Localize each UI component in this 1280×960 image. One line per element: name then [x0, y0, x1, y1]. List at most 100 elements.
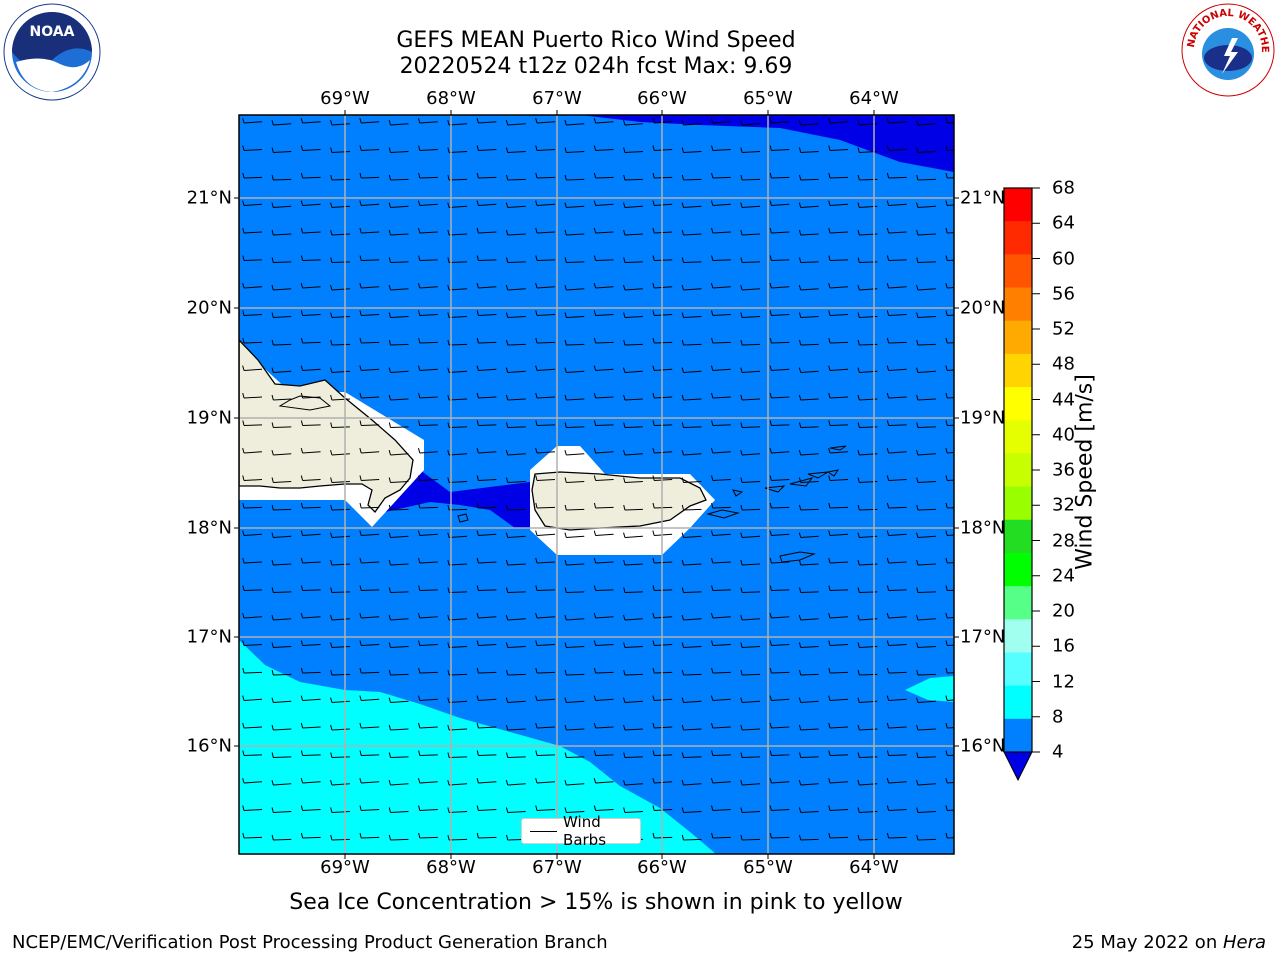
wind-barb — [886, 722, 907, 729]
wind-barb — [945, 667, 954, 674]
wind-barb — [886, 557, 907, 564]
wind-barb — [564, 394, 585, 401]
wind-barb — [945, 255, 954, 261]
wind-barb — [740, 724, 761, 731]
wind-barb — [916, 422, 936, 428]
wind-barb — [828, 310, 849, 316]
wind-barb — [769, 612, 790, 619]
wind-barb — [828, 420, 849, 426]
wind-barb — [740, 669, 761, 676]
wind-barb — [828, 337, 849, 344]
wind-barb — [711, 750, 731, 756]
wind-barb — [300, 282, 321, 289]
wind-barb — [769, 255, 790, 261]
wind-barb — [945, 475, 954, 481]
wind-barb — [593, 557, 614, 564]
wind-barb — [945, 337, 954, 344]
wind-barb — [359, 310, 380, 316]
wind-barb — [886, 447, 907, 454]
wind-barb — [769, 145, 790, 151]
wind-barb — [945, 200, 954, 206]
lat-label-right: 17°N — [960, 626, 1006, 648]
wind-barb — [388, 339, 409, 346]
wind-barb — [242, 365, 262, 371]
wind-barb — [740, 367, 761, 373]
wind-barb — [916, 752, 936, 758]
wind-barb — [505, 807, 526, 813]
wind-barb — [593, 640, 614, 646]
wind-barb — [476, 392, 497, 399]
svg-text:NOAA: NOAA — [30, 24, 75, 40]
wind-barb — [710, 530, 731, 536]
wind-barb — [330, 174, 350, 181]
wind-barb — [593, 695, 614, 701]
wind-barb — [271, 449, 292, 456]
wind-barb — [476, 200, 497, 206]
lat-label-left: 21°N — [186, 187, 232, 209]
wind-barb — [593, 667, 614, 674]
wind-barb — [271, 807, 292, 813]
wind-barb — [506, 339, 526, 346]
colorbar-tick-label: 28 — [1052, 530, 1075, 551]
wind-barb — [828, 475, 849, 481]
wind-barb — [300, 832, 321, 839]
wind-barb — [506, 257, 526, 263]
wind-barb — [505, 119, 526, 126]
wind-barb — [564, 367, 585, 373]
wind-barb — [300, 310, 321, 316]
wind-barb — [916, 559, 936, 566]
wind-barb — [828, 117, 848, 124]
wind-barb — [447, 587, 468, 593]
wind-barb — [945, 777, 954, 784]
wind-barb — [564, 642, 585, 648]
wind-barb — [242, 722, 263, 729]
wind-barb — [300, 722, 321, 729]
wind-barb — [447, 257, 468, 263]
wind-barb — [769, 420, 790, 426]
wind-barb — [945, 365, 954, 371]
wind-barb — [769, 585, 790, 591]
wind-barb — [535, 310, 556, 316]
wind-barb — [769, 392, 790, 399]
wind-barb — [681, 394, 702, 401]
wind-barb — [798, 147, 819, 153]
wind-barb — [798, 284, 819, 291]
wind-barb — [681, 807, 702, 813]
wind-barb — [300, 365, 321, 371]
wind-barb — [447, 807, 468, 813]
wind-barb — [359, 502, 380, 509]
wind-barb — [476, 420, 497, 426]
wind-barb — [242, 750, 263, 756]
wind-barb — [564, 422, 585, 428]
wind-barb — [711, 392, 731, 399]
wind-barb — [300, 255, 321, 261]
wind-barb — [388, 779, 409, 786]
wind-barb — [799, 174, 819, 181]
wind-barb — [359, 447, 380, 454]
wind-barb — [505, 449, 526, 456]
wind-barb — [447, 367, 468, 373]
wind-barb — [476, 310, 497, 316]
wind-barb — [476, 695, 497, 701]
wind-barb — [447, 779, 468, 786]
wind-barb — [886, 255, 907, 261]
wind-barb — [828, 777, 848, 784]
wind-barb — [623, 202, 643, 208]
wind-barb — [886, 475, 907, 481]
wind-barb — [681, 697, 702, 703]
wind-barb — [769, 722, 790, 729]
wind-barb — [505, 312, 526, 318]
wind-barb — [623, 119, 643, 126]
wind-barb — [300, 640, 321, 646]
wind-barb — [447, 147, 468, 153]
wind-barb — [418, 255, 438, 261]
wind-barb — [271, 257, 292, 263]
wind-barb — [418, 145, 438, 151]
wind-barb — [388, 559, 409, 566]
wind-barb — [681, 147, 702, 153]
wind-barb — [330, 752, 350, 758]
high-wind-region-south — [239, 640, 716, 854]
wind-barb — [564, 312, 585, 318]
colorbar-tick-label: 16 — [1052, 635, 1075, 657]
wind-barb — [418, 502, 438, 509]
